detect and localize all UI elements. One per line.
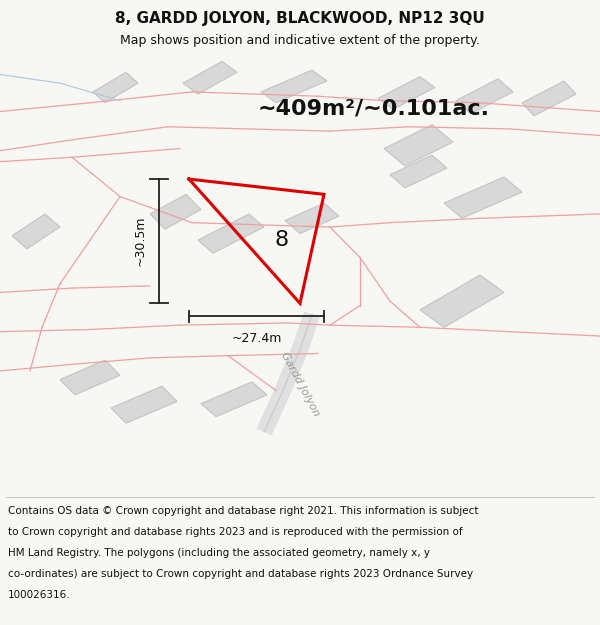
Text: co-ordinates) are subject to Crown copyright and database rights 2023 Ordnance S: co-ordinates) are subject to Crown copyr… <box>8 569 473 579</box>
Polygon shape <box>198 214 264 253</box>
Text: 8: 8 <box>275 230 289 250</box>
Polygon shape <box>285 203 339 234</box>
Text: ~27.4m: ~27.4m <box>232 332 281 344</box>
Text: 8, GARDD JOLYON, BLACKWOOD, NP12 3QU: 8, GARDD JOLYON, BLACKWOOD, NP12 3QU <box>115 11 485 26</box>
Polygon shape <box>420 275 504 328</box>
Text: ~409m²/~0.101ac.: ~409m²/~0.101ac. <box>258 98 490 118</box>
Polygon shape <box>456 79 513 114</box>
Text: 100026316.: 100026316. <box>8 589 70 599</box>
Polygon shape <box>384 124 453 166</box>
Polygon shape <box>12 214 60 249</box>
Text: Gardd Jolyon: Gardd Jolyon <box>279 350 321 418</box>
Text: to Crown copyright and database rights 2023 and is reproduced with the permissio: to Crown copyright and database rights 2… <box>8 527 463 537</box>
Polygon shape <box>93 72 138 102</box>
Polygon shape <box>150 194 201 229</box>
Polygon shape <box>183 61 237 94</box>
Polygon shape <box>201 382 267 417</box>
Polygon shape <box>444 177 522 218</box>
Polygon shape <box>60 360 120 395</box>
Polygon shape <box>261 70 327 102</box>
Text: HM Land Registry. The polygons (including the associated geometry, namely x, y: HM Land Registry. The polygons (includin… <box>8 548 430 558</box>
Text: Contains OS data © Crown copyright and database right 2021. This information is : Contains OS data © Crown copyright and d… <box>8 506 478 516</box>
Text: ~30.5m: ~30.5m <box>134 216 147 266</box>
Polygon shape <box>390 155 447 188</box>
Polygon shape <box>111 386 177 423</box>
Polygon shape <box>522 81 576 116</box>
Text: Map shows position and indicative extent of the property.: Map shows position and indicative extent… <box>120 34 480 47</box>
Polygon shape <box>378 77 435 109</box>
